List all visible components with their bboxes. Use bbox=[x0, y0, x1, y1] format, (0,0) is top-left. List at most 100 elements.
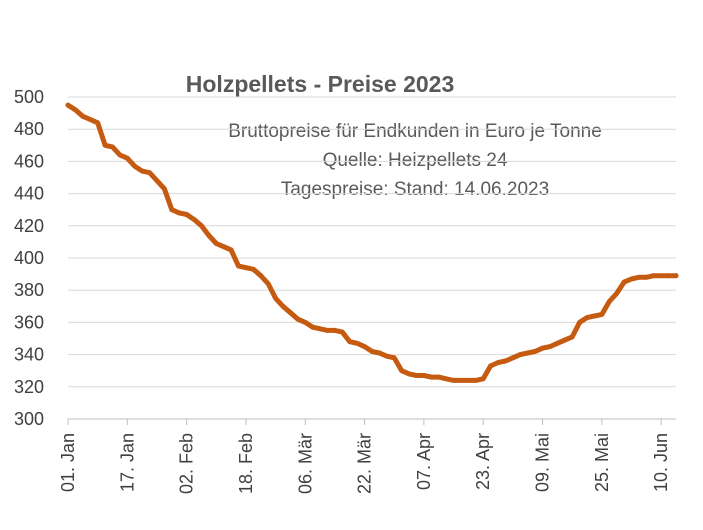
y-tick-label: 420 bbox=[14, 216, 44, 236]
series-layer bbox=[65, 102, 679, 383]
data-point bbox=[332, 328, 338, 333]
data-point bbox=[384, 353, 390, 359]
y-tick-label: 400 bbox=[14, 248, 44, 268]
data-point bbox=[147, 170, 153, 176]
data-point bbox=[339, 329, 345, 335]
data-point bbox=[606, 299, 612, 304]
x-tick-label: 06. Mär bbox=[295, 433, 315, 494]
chart-subtitle-stand: Tagespreise: Stand: 14.06.2023 bbox=[281, 179, 549, 200]
y-tick-label: 380 bbox=[14, 280, 44, 300]
data-point bbox=[555, 340, 560, 346]
data-point bbox=[362, 344, 367, 349]
data-point bbox=[443, 376, 449, 382]
chart-subtitle-quelle: Quelle: Heizpellets 24 bbox=[323, 150, 508, 171]
data-point bbox=[503, 358, 508, 364]
data-point bbox=[228, 247, 234, 253]
x-tick-label: 09. Mai bbox=[533, 433, 553, 492]
data-point bbox=[169, 207, 175, 213]
data-point bbox=[599, 312, 605, 317]
data-point bbox=[199, 223, 204, 229]
data-point bbox=[243, 265, 249, 271]
x-tick-label: 01. Jan bbox=[58, 433, 78, 492]
data-point bbox=[236, 263, 241, 269]
x-tick-label: 10. Jun bbox=[651, 433, 671, 492]
data-point bbox=[354, 340, 360, 346]
data-point bbox=[569, 334, 575, 340]
data-point bbox=[110, 144, 115, 150]
data-point bbox=[317, 326, 323, 332]
y-tick-label: 460 bbox=[14, 151, 44, 171]
data-point bbox=[673, 273, 679, 279]
y-tick-label: 300 bbox=[14, 409, 44, 429]
data-point bbox=[265, 281, 271, 287]
data-point bbox=[251, 266, 256, 272]
data-point bbox=[621, 279, 627, 285]
data-point bbox=[629, 276, 634, 282]
data-point bbox=[273, 295, 278, 301]
data-point bbox=[295, 316, 301, 322]
data-point bbox=[666, 273, 671, 279]
data-point bbox=[547, 344, 553, 349]
data-point bbox=[540, 345, 545, 351]
data-point bbox=[191, 217, 197, 222]
data-point bbox=[325, 328, 330, 333]
x-tick-label: 23. Apr bbox=[473, 433, 493, 490]
data-point bbox=[636, 274, 642, 280]
data-point bbox=[406, 371, 412, 377]
data-point bbox=[577, 320, 582, 325]
data-point bbox=[102, 142, 108, 148]
data-point bbox=[458, 378, 464, 383]
data-point bbox=[369, 349, 375, 354]
data-point bbox=[643, 274, 649, 280]
y-tick-label: 500 bbox=[14, 87, 44, 107]
data-point bbox=[480, 376, 486, 382]
data-point bbox=[302, 320, 308, 325]
gridlines bbox=[68, 96, 676, 388]
x-tick-label: 18. Feb bbox=[236, 433, 256, 494]
data-point bbox=[473, 378, 479, 383]
data-point bbox=[310, 324, 316, 330]
y-tick-label: 480 bbox=[14, 119, 44, 139]
data-point bbox=[280, 303, 286, 309]
data-point bbox=[488, 363, 493, 369]
data-point bbox=[495, 360, 501, 365]
data-point bbox=[510, 355, 516, 361]
data-point bbox=[213, 241, 219, 246]
chart-subtitle-source: Bruttopreise für Endkunden in Euro je To… bbox=[228, 121, 602, 142]
y-tick-label: 340 bbox=[14, 345, 44, 365]
data-point bbox=[399, 368, 405, 374]
chart-title: Holzpellets - Preise 2023 bbox=[186, 71, 454, 97]
data-point bbox=[132, 163, 138, 169]
price-series-line bbox=[65, 102, 679, 383]
data-point bbox=[288, 310, 293, 316]
data-point bbox=[73, 107, 78, 113]
data-point bbox=[206, 233, 212, 238]
data-point bbox=[584, 315, 590, 320]
data-point bbox=[124, 155, 130, 161]
data-point bbox=[80, 113, 86, 119]
data-point bbox=[391, 355, 397, 361]
data-point bbox=[258, 273, 264, 279]
data-point bbox=[525, 350, 531, 356]
data-point bbox=[658, 273, 664, 279]
data-point bbox=[95, 120, 101, 126]
data-point bbox=[436, 374, 442, 380]
data-point bbox=[377, 350, 382, 356]
data-point bbox=[517, 352, 523, 357]
x-tick-label: 02. Feb bbox=[177, 433, 197, 494]
x-tick-label: 17. Jan bbox=[117, 433, 137, 492]
data-point bbox=[532, 349, 538, 354]
y-tick-label: 320 bbox=[14, 377, 44, 397]
x-axis: 01. Jan 17. Jan 02. Feb 18. Feb 06. Mär 22. M… bbox=[58, 418, 676, 494]
data-point bbox=[176, 210, 182, 216]
x-tick-label: 22. Mär bbox=[355, 433, 375, 494]
data-point bbox=[592, 313, 597, 319]
y-axis-tick-labels: 300 320 340 360 380 400 420 440 460 480 500 bbox=[14, 87, 44, 429]
data-point bbox=[651, 273, 657, 279]
y-tick-label: 360 bbox=[14, 312, 44, 332]
data-point bbox=[162, 186, 167, 192]
data-point bbox=[466, 378, 471, 383]
data-point bbox=[221, 244, 227, 250]
data-point bbox=[154, 178, 160, 184]
